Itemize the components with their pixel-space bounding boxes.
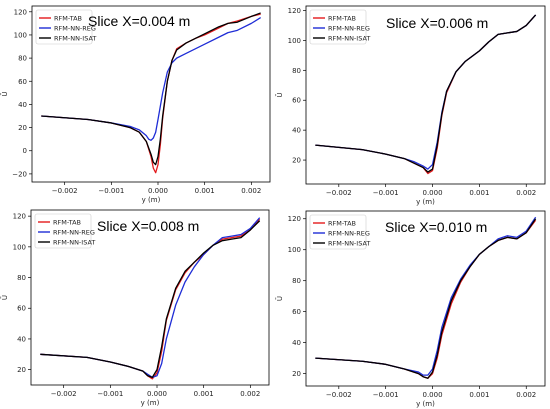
x-tick-label: 0.002 xyxy=(240,390,260,398)
y-tick-label: 40 xyxy=(18,101,27,109)
series-group xyxy=(315,14,537,175)
y-tick-label: 40 xyxy=(17,335,26,343)
x-tick-label: 0.002 xyxy=(241,187,261,195)
legend: RFM-TAB RFM-NN-REG RFM-NN-ISAT xyxy=(35,9,96,45)
chart-panel-x-0-008: −0.002 −0.001 0.000 0.001 0.002 20 40 60 80 100 12… xyxy=(0,209,270,407)
y-tick-label: 80 xyxy=(18,55,27,63)
legend-entry: RFM-TAB xyxy=(328,219,356,227)
y-tick-label: 80 xyxy=(17,274,26,282)
legend: RFM-TAB RFM-NN-REG RFM-NN-ISAT xyxy=(309,9,370,45)
x-tick-label: −0.001 xyxy=(98,187,124,195)
x-tick-label: 0.000 xyxy=(423,189,443,197)
x-tick-label: 0.000 xyxy=(147,390,167,398)
x-tick-label: 0.001 xyxy=(195,187,215,195)
plot-frame xyxy=(30,209,270,386)
plot-frame xyxy=(305,5,546,185)
chart-panel-x-0-010: −0.002 −0.001 0.000 0.001 0.002 20 40 60 80 100 12… xyxy=(275,210,546,408)
y-tick-label: 120 xyxy=(288,215,301,223)
x-tick-label: −0.001 xyxy=(373,189,399,197)
x-axis-label: y (m) xyxy=(416,198,435,206)
y-tick-label: 40 xyxy=(292,127,301,135)
y-tick-label: 20 xyxy=(292,157,301,165)
series-line-rfm-nn-isat xyxy=(41,12,261,166)
legend-entry: RFM-NN-ISAT xyxy=(54,34,96,42)
y-axis-label: Ū xyxy=(0,295,9,300)
chart-title: Slice X=0.006 m xyxy=(386,15,488,31)
legend-entry: RFM-NN-ISAT xyxy=(328,239,370,247)
y-tick-label: 40 xyxy=(292,339,301,347)
series-line-rfm-nn-reg xyxy=(41,17,262,141)
legend-entry: RFM-TAB xyxy=(53,218,81,226)
series-group xyxy=(41,12,262,174)
y-tick-label: 80 xyxy=(292,277,301,285)
y-axis-label: Ū xyxy=(0,91,9,96)
y-tick-label: 100 xyxy=(13,243,26,251)
y-tick-label: 60 xyxy=(292,97,301,105)
legend-entry: RFM-TAB xyxy=(54,14,82,22)
series-line-rfm-nn-isat xyxy=(40,220,261,378)
chart-title: Slice X=0.008 m xyxy=(97,218,199,234)
x-tick-label: 0.002 xyxy=(516,391,536,399)
y-tick-label: 20 xyxy=(18,124,27,132)
x-tick-label: −0.002 xyxy=(51,390,77,398)
y-tick-label: 20 xyxy=(292,370,301,378)
plot-frame xyxy=(305,210,546,387)
legend: RFM-TAB RFM-NN-REG RFM-NN-ISAT xyxy=(309,214,370,250)
legend-entry: RFM-NN-ISAT xyxy=(328,34,370,42)
legend: RFM-TAB RFM-NN-REG RFM-NN-ISAT xyxy=(34,213,95,249)
y-tick-label: 60 xyxy=(17,305,26,313)
legend-entry: RFM-TAB xyxy=(328,14,356,22)
plot-frame xyxy=(31,5,271,183)
chart-panel-x-0-006: −0.002 −0.001 0.000 0.001 0.002 20 40 60 80 100 12… xyxy=(275,5,546,206)
legend-entry: RFM-NN-REG xyxy=(328,229,370,237)
x-tick-label: 0.002 xyxy=(516,189,536,197)
x-tick-label: −0.001 xyxy=(97,390,123,398)
y-tick-label: 100 xyxy=(288,246,301,254)
y-tick-label: 80 xyxy=(292,67,301,75)
y-tick-label: 120 xyxy=(13,213,26,221)
chart-title: Slice X=0.004 m xyxy=(88,13,190,29)
y-tick-label: 20 xyxy=(17,366,26,374)
y-axis-label: Ū xyxy=(275,296,284,301)
y-tick-label: 60 xyxy=(292,308,301,316)
x-axis-label: y (m) xyxy=(142,196,161,204)
legend-entry: RFM-NN-ISAT xyxy=(53,238,95,246)
x-tick-label: 0.001 xyxy=(194,390,214,398)
chart-panel-x-0-004: −0.002 −0.001 0.000 0.001 0.002 −20 0 20 40 60 80 1… xyxy=(0,5,271,204)
series-line-rfm-nn-isat xyxy=(315,14,537,173)
x-tick-label: −0.002 xyxy=(326,391,352,399)
y-tick-label: 100 xyxy=(288,37,301,45)
y-tick-label: 60 xyxy=(18,78,27,86)
x-tick-label: −0.001 xyxy=(373,391,399,399)
x-tick-label: −0.002 xyxy=(326,189,352,197)
y-tick-label: 120 xyxy=(14,8,27,16)
legend-entry: RFM-NN-REG xyxy=(53,228,95,236)
chart-title: Slice X=0.010 m xyxy=(385,219,487,235)
x-tick-label: 0.000 xyxy=(148,187,168,195)
series-line-rfm-nn-isat xyxy=(315,218,537,379)
x-tick-label: 0.001 xyxy=(469,391,489,399)
series-group xyxy=(40,217,261,380)
legend-entry: RFM-NN-REG xyxy=(54,24,96,32)
legend-entry: RFM-NN-REG xyxy=(328,24,370,32)
x-axis-label: y (m) xyxy=(141,399,160,407)
y-tick-label: 0 xyxy=(23,147,27,155)
series-group xyxy=(315,216,537,379)
y-tick-label: 120 xyxy=(288,7,301,15)
x-tick-label: 0.000 xyxy=(423,391,443,399)
y-axis-label: Ū xyxy=(275,92,284,97)
x-tick-label: −0.002 xyxy=(52,187,78,195)
y-tick-label: −20 xyxy=(12,170,27,178)
x-tick-label: 0.001 xyxy=(469,189,489,197)
x-axis-label: y (m) xyxy=(416,400,435,408)
y-tick-label: 100 xyxy=(14,31,27,39)
